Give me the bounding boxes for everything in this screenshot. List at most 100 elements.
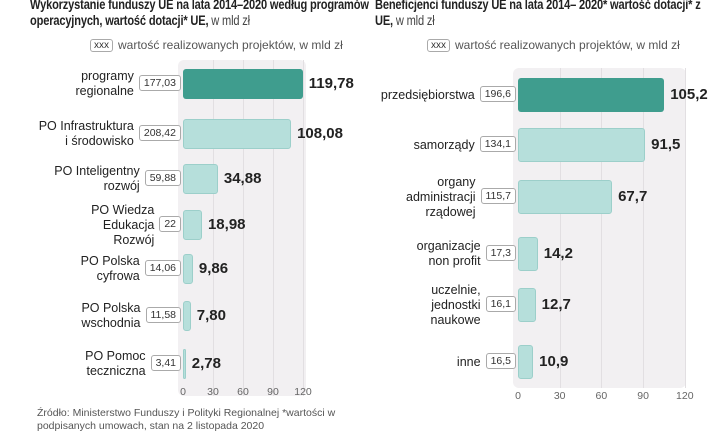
- gridline: [601, 68, 603, 388]
- category-label-line: samorządy: [413, 137, 475, 152]
- project-value-box: 208,42: [138, 125, 181, 141]
- category-label: organy administracji rządowej: [406, 175, 475, 220]
- x-tick-label: 90: [267, 386, 279, 398]
- bar: [183, 254, 193, 284]
- project-value-box: 177,03: [138, 75, 181, 91]
- value-label: 34,88: [223, 170, 262, 187]
- category-label: PO Wiedza Edukacja Rozwój: [91, 203, 154, 248]
- value-label: 105,2: [670, 86, 708, 103]
- category-label-line: rozwój: [103, 179, 140, 193]
- value-label: 108,08: [297, 125, 343, 142]
- value-label: 9,86: [198, 260, 229, 277]
- bar: [518, 237, 538, 271]
- bar: [183, 119, 292, 149]
- category-label-line: organy: [437, 174, 476, 189]
- category-label-line: teczniczna: [86, 364, 146, 378]
- category-label: PO Inteligentny rozwój: [54, 164, 139, 194]
- category-label-line: programy: [81, 69, 134, 83]
- category-label-line: organizacje: [416, 239, 481, 253]
- category-label-line: PO Pomoc: [85, 349, 146, 363]
- bar: [183, 349, 186, 379]
- gridline: [243, 60, 244, 396]
- project-value-box: 14,06: [144, 260, 181, 276]
- category-label: PO Infrastruktura i środowisko: [39, 119, 134, 149]
- category-label: uczelnie, jednostki naukowe: [431, 283, 481, 328]
- x-tick-label: 90: [637, 390, 649, 402]
- x-tick-label: 120: [294, 386, 312, 398]
- category-label-line: Edukacja: [102, 217, 155, 232]
- value-label: 18,98: [207, 216, 246, 233]
- x-tick-label: 0: [515, 390, 521, 402]
- project-value-box: 115,7: [480, 188, 516, 204]
- category-label-line: uczelnie,: [431, 282, 481, 297]
- left-legend: xxx wartość realizowanych projektów, w ml…: [90, 38, 343, 52]
- category-label-line: rządowej: [425, 204, 476, 219]
- category-label-line: PO Polska: [80, 254, 140, 268]
- value-label: 119,78: [308, 75, 354, 92]
- x-tick-label: 30: [553, 390, 566, 402]
- x-tick-label: 60: [595, 390, 608, 402]
- category-label-line: i środowisko: [65, 134, 134, 148]
- gridline: [273, 60, 274, 396]
- x-tick-label: 0: [180, 386, 186, 398]
- x-tick-label: 120: [676, 390, 694, 402]
- value-label: 7,80: [196, 307, 226, 324]
- category-label: programy regionalne: [75, 69, 133, 99]
- project-value-box: 59,88: [144, 170, 181, 186]
- legend-box: xxx: [427, 38, 450, 52]
- gridline: [559, 68, 561, 388]
- gridline: [213, 60, 214, 396]
- project-value-box: 17,3: [485, 245, 516, 261]
- source-note: Źródło: Ministerstwo Funduszy i Polityki…: [37, 407, 336, 432]
- left-chart-title: Wykorzystanie funduszy UE na lata 2014–2…: [30, 0, 369, 28]
- category-label-line: cyfrowa: [96, 269, 140, 283]
- category-label-line: regionalne: [75, 84, 134, 98]
- x-tick-label: 60: [237, 386, 249, 398]
- category-label-line: PO Inteligentny: [54, 164, 140, 178]
- category-label-line: wschodnia: [81, 316, 141, 330]
- gridline: [303, 60, 304, 396]
- value-label: 10,9: [539, 353, 569, 370]
- right-legend: xxx wartość realizowanych projektów, w ml…: [427, 38, 680, 52]
- value-label: 67,7: [618, 188, 648, 205]
- category-label-line: Rozwój: [113, 232, 155, 247]
- gridline: [684, 68, 686, 388]
- value-label: 2,78: [191, 355, 221, 372]
- bar: [183, 164, 218, 194]
- category-label: PO Polska wschodnia: [81, 301, 140, 331]
- bar: [518, 180, 613, 214]
- category-label: przedsiębiorstwa: [381, 88, 475, 103]
- category-label-line: naukowe: [430, 312, 481, 327]
- category-label-line: PO Polska: [81, 301, 141, 315]
- category-label: samorządy: [414, 138, 475, 153]
- category-label: organizacje non profit: [417, 239, 481, 269]
- category-label-line: PO Wiedza: [91, 202, 155, 217]
- bar: [183, 69, 303, 99]
- project-value-box: 11,58: [145, 307, 181, 323]
- bar: [183, 210, 202, 240]
- project-value-box: 22: [159, 216, 181, 232]
- value-label: 12,7: [541, 296, 571, 313]
- category-label: PO Polska cyfrowa: [81, 254, 140, 284]
- category-label-line: przedsiębiorstwa: [380, 87, 475, 102]
- x-tick-label: 30: [207, 386, 219, 398]
- legend-box: xxx: [90, 38, 113, 52]
- category-label: inne: [457, 355, 481, 370]
- category-label-line: jednostki: [431, 297, 481, 312]
- bar: [183, 301, 191, 331]
- legend-text: wartość realizowanych projektów, w mld z…: [118, 38, 343, 52]
- category-label-line: PO Infrastruktura: [38, 119, 134, 133]
- value-label: 91,5: [651, 136, 681, 153]
- bar: [518, 288, 536, 322]
- category-label-line: administracji: [406, 189, 476, 204]
- bar: [518, 345, 534, 379]
- category-label-line: non profit: [428, 254, 481, 268]
- category-label: PO Pomoc teczniczna: [85, 349, 145, 379]
- project-value-box: 196,6: [479, 86, 516, 102]
- value-label: 14,2: [543, 245, 573, 262]
- project-value-box: 16,1: [485, 296, 516, 312]
- bar: [518, 128, 646, 162]
- right-chart-title: Beneficjenci funduszy UE na lata 2014– 2…: [375, 0, 701, 28]
- gridline: [643, 68, 645, 388]
- project-value-box: 134,1: [479, 136, 516, 152]
